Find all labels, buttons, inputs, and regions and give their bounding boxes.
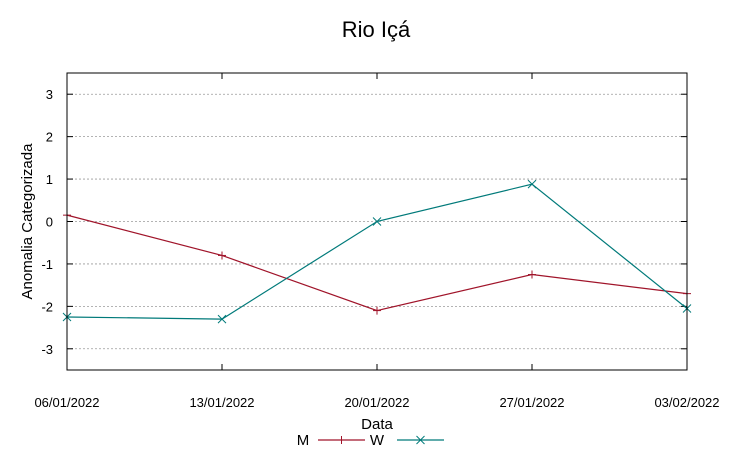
- x-axis-ticks: 06/01/2022 13/01/2022 20/01/2022 27/01/2022…: [34, 73, 720, 410]
- y-axis-ticks: 3 2 1 0 -1 -2 -3: [41, 87, 687, 357]
- plot-frame: [66, 72, 688, 371]
- legend-label-m: M: [297, 432, 310, 449]
- x-tick-label: 03/02/2022: [654, 395, 719, 410]
- y-tick-label: 1: [46, 172, 53, 187]
- data-point-m: [528, 270, 536, 279]
- x-tick-label: 27/01/2022: [499, 395, 564, 410]
- legend-marker-w: [416, 435, 425, 445]
- data-point-w: [372, 217, 382, 226]
- series-group: [62, 179, 692, 324]
- y-axis-label: Anomalia Categorizada: [19, 143, 36, 300]
- x-tick-label: 20/01/2022: [344, 395, 409, 410]
- data-point-m: [218, 251, 226, 260]
- y-tick-label: 2: [46, 130, 53, 145]
- x-axis-label: Data: [361, 416, 393, 433]
- x-tick-label: 06/01/2022: [34, 395, 99, 410]
- legend-marker-m: [337, 436, 346, 444]
- y-tick-label: -1: [41, 257, 53, 272]
- data-point-w: [527, 179, 537, 189]
- y-tick-label: 3: [46, 87, 53, 102]
- x-tick-label: 13/01/2022: [189, 395, 254, 410]
- legend-label-w: W: [370, 432, 385, 449]
- chart-title: Rio Içá: [342, 17, 411, 42]
- data-point-w: [217, 314, 227, 324]
- y-tick-label: -2: [41, 299, 53, 314]
- series-line-m: [66, 214, 688, 312]
- y-tick-label: 0: [46, 215, 53, 230]
- series-line-w: [66, 183, 688, 320]
- data-point-m: [373, 306, 381, 315]
- y-tick-label: -3: [41, 342, 53, 357]
